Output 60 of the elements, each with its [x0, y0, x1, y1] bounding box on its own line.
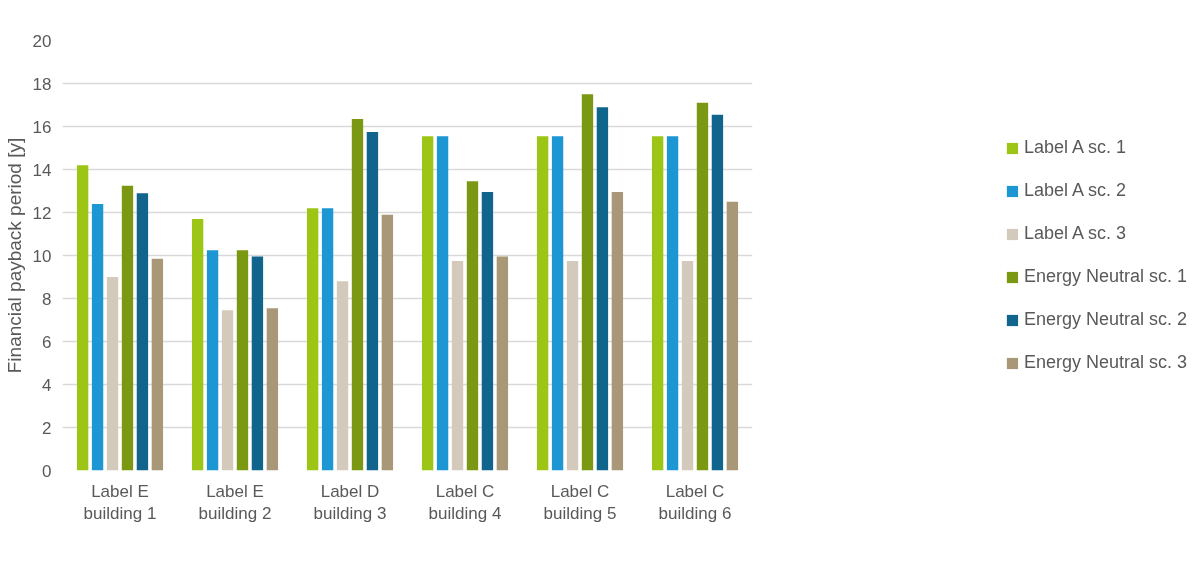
- bar: [566, 260, 579, 471]
- legend-label: Energy Neutral sc. 1: [1023, 266, 1188, 287]
- bar: [121, 185, 134, 471]
- y-tick-label: 0: [42, 461, 52, 481]
- bar: [651, 136, 664, 471]
- bar: [536, 136, 549, 471]
- bar: [76, 165, 89, 471]
- bar: [711, 114, 724, 471]
- bar: [596, 107, 609, 471]
- y-tick-label: 18: [32, 74, 52, 94]
- x-tick-label: Label C building 5: [543, 481, 617, 524]
- x-tick-label: Label C building 4: [428, 481, 502, 524]
- bar: [221, 310, 234, 471]
- bar: [206, 250, 219, 471]
- bar: [496, 256, 509, 471]
- bar: [666, 136, 679, 471]
- bar: [336, 281, 349, 471]
- bar: [251, 256, 264, 471]
- bar: [451, 260, 464, 471]
- legend-label: Label A sc. 1: [1023, 137, 1127, 158]
- bar: [91, 203, 104, 471]
- bar: [581, 94, 594, 471]
- bar: [351, 118, 364, 471]
- y-axis-title: Financial payback period [y]: [3, 137, 25, 374]
- bar: [106, 277, 119, 471]
- x-tick-label: Label D building 3: [313, 481, 387, 524]
- bar: [481, 192, 494, 471]
- legend-label: Energy Neutral sc. 3: [1023, 352, 1188, 373]
- bar: [681, 260, 694, 471]
- y-tick-label: 12: [32, 203, 52, 223]
- bar: [436, 136, 449, 471]
- y-tick-label: 4: [42, 375, 52, 395]
- x-tick-label: Label E building 2: [198, 481, 272, 524]
- legend-label: Energy Neutral sc. 2: [1023, 309, 1188, 330]
- y-tick-label: 10: [32, 246, 52, 266]
- bar: [306, 208, 319, 471]
- bar: [466, 181, 479, 471]
- bar: [136, 193, 149, 471]
- bar: [266, 308, 279, 471]
- bar: [191, 218, 204, 471]
- y-tick-label: 20: [32, 31, 52, 51]
- y-tick-label: 8: [42, 289, 52, 309]
- legend-label: Label A sc. 2: [1023, 180, 1127, 201]
- bar: [151, 258, 164, 471]
- y-tick-label: 2: [42, 418, 52, 438]
- x-tick-label: Label E building 1: [83, 481, 157, 524]
- bar: [611, 192, 624, 471]
- y-tick-label: 14: [32, 160, 52, 180]
- bar: [421, 136, 434, 471]
- y-tick-label: 16: [32, 117, 52, 137]
- x-tick-label: Label C building 6: [658, 481, 732, 524]
- bar: [366, 131, 379, 471]
- bar: [236, 250, 249, 471]
- bar: [696, 102, 709, 471]
- bar: [321, 208, 334, 471]
- bar: [551, 136, 564, 471]
- y-tick-label: 6: [42, 332, 52, 352]
- bar: [381, 214, 394, 471]
- legend-label: Label A sc. 3: [1023, 223, 1127, 244]
- bar: [726, 201, 739, 471]
